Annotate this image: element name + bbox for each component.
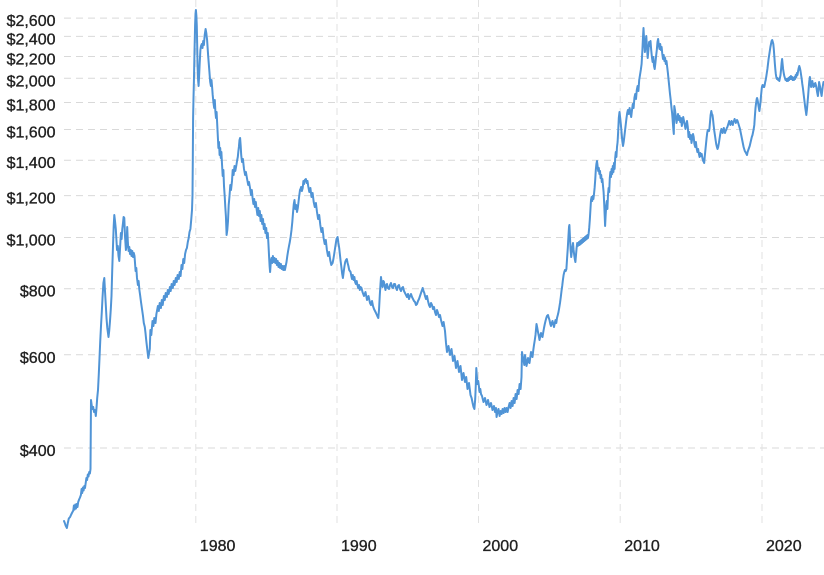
svg-text:$1,400: $1,400 [7,155,56,172]
svg-text:$400: $400 [20,443,56,460]
svg-text:2010: 2010 [624,538,660,555]
svg-text:2020: 2020 [766,538,802,555]
svg-text:2000: 2000 [483,538,519,555]
svg-text:$2,600: $2,600 [7,13,56,30]
svg-text:1980: 1980 [200,538,236,555]
svg-text:$2,000: $2,000 [7,73,56,90]
svg-text:$1,200: $1,200 [7,191,56,208]
svg-text:$1,800: $1,800 [7,98,56,115]
svg-text:1990: 1990 [341,538,377,555]
svg-text:$2,400: $2,400 [7,31,56,48]
svg-text:$1,600: $1,600 [7,125,56,142]
svg-text:$2,200: $2,200 [7,52,56,69]
svg-text:$600: $600 [20,350,56,367]
svg-text:$800: $800 [20,284,56,301]
svg-text:$1,000: $1,000 [7,233,56,250]
